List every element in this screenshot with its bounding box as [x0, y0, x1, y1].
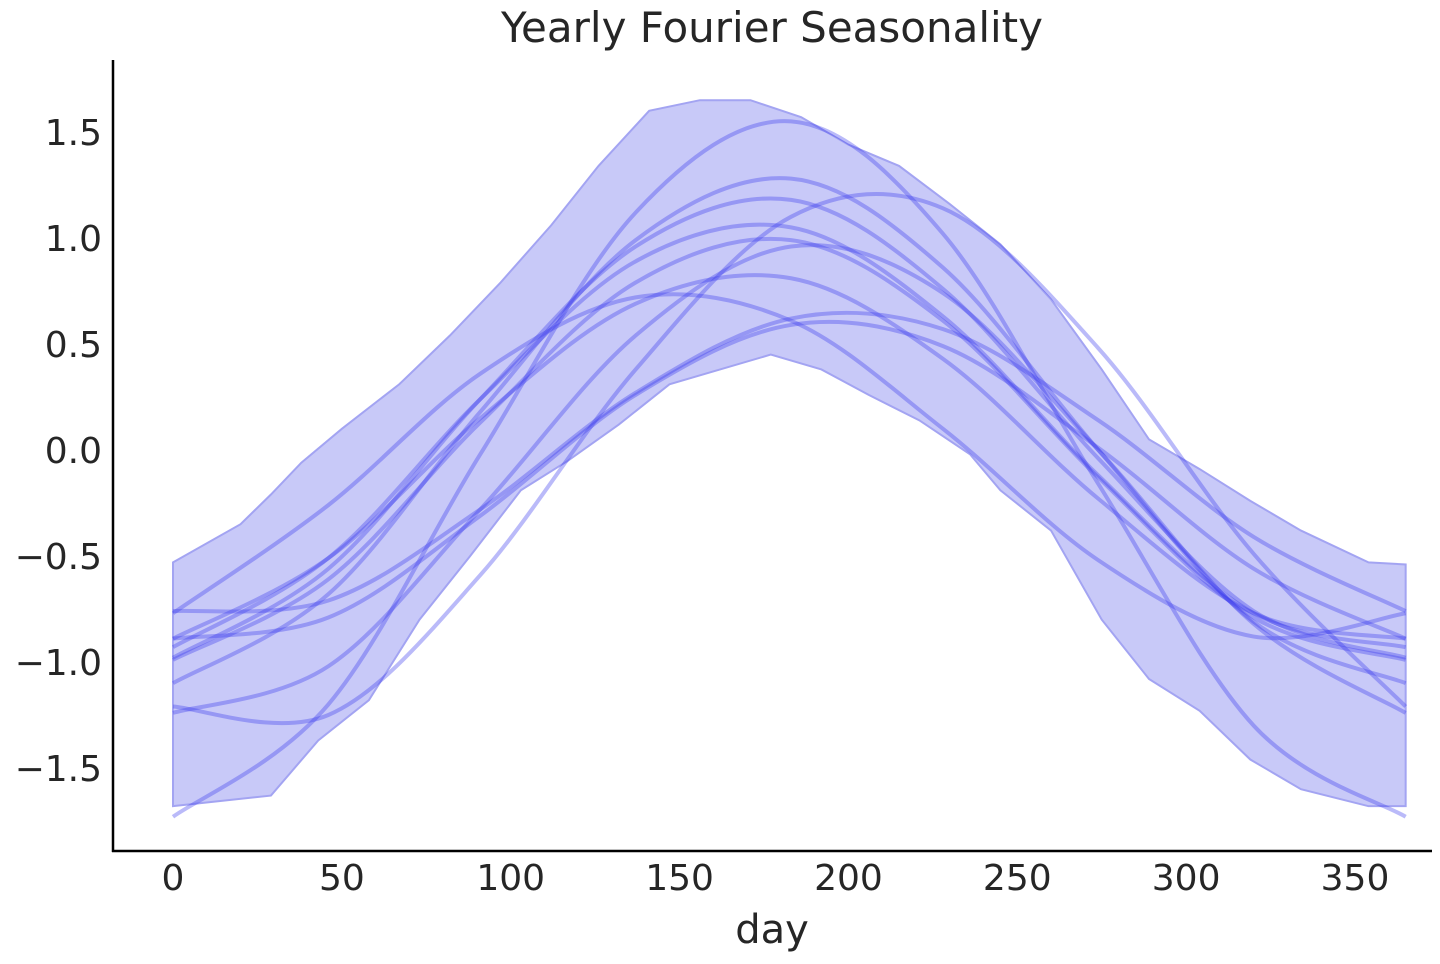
- series-line-6: [172, 236, 1407, 662]
- series-line-10: [172, 310, 1407, 614]
- credible-interval-band: [172, 99, 1407, 808]
- y-tick-label: −1.0: [15, 643, 102, 684]
- y-tick-labels: 1.5 1.0 0.5 0.0 −0.5 −1.0 −1.5: [15, 113, 102, 790]
- series-line-2: [172, 176, 1407, 686]
- x-tick-label: 200: [814, 858, 883, 899]
- x-tick-label: 300: [1152, 858, 1221, 899]
- y-tick-label: −1.5: [15, 749, 102, 790]
- series-line-8: [172, 273, 1406, 641]
- y-tick-label: −0.5: [15, 537, 102, 578]
- series-line-4: [172, 196, 1407, 660]
- series-line-5: [172, 222, 1407, 650]
- series-line-9: [171, 292, 1406, 641]
- y-tick-label: 0.0: [45, 431, 102, 472]
- y-tick-label: 1.0: [45, 219, 102, 260]
- x-axis-label: day: [735, 907, 809, 953]
- plot-area: [171, 99, 1408, 819]
- series-line-3: [172, 192, 1408, 726]
- x-tick-label: 50: [319, 858, 365, 899]
- series-line-11: [172, 319, 1407, 641]
- chart-title: Yearly Fourier Seasonality: [500, 3, 1043, 52]
- x-tick-label: 250: [983, 858, 1052, 899]
- y-tick-label: 1.5: [45, 113, 102, 154]
- x-tick-label: 150: [645, 858, 714, 899]
- y-tick-label: 0.5: [45, 325, 102, 366]
- series-line-1: [171, 119, 1407, 819]
- x-tick-labels: 0 50 100 150 200 250 300 350: [162, 858, 1390, 899]
- x-tick-label: 350: [1321, 858, 1390, 899]
- series-line-7: [172, 243, 1407, 715]
- x-tick-label: 0: [162, 858, 185, 899]
- x-tick-label: 100: [476, 858, 545, 899]
